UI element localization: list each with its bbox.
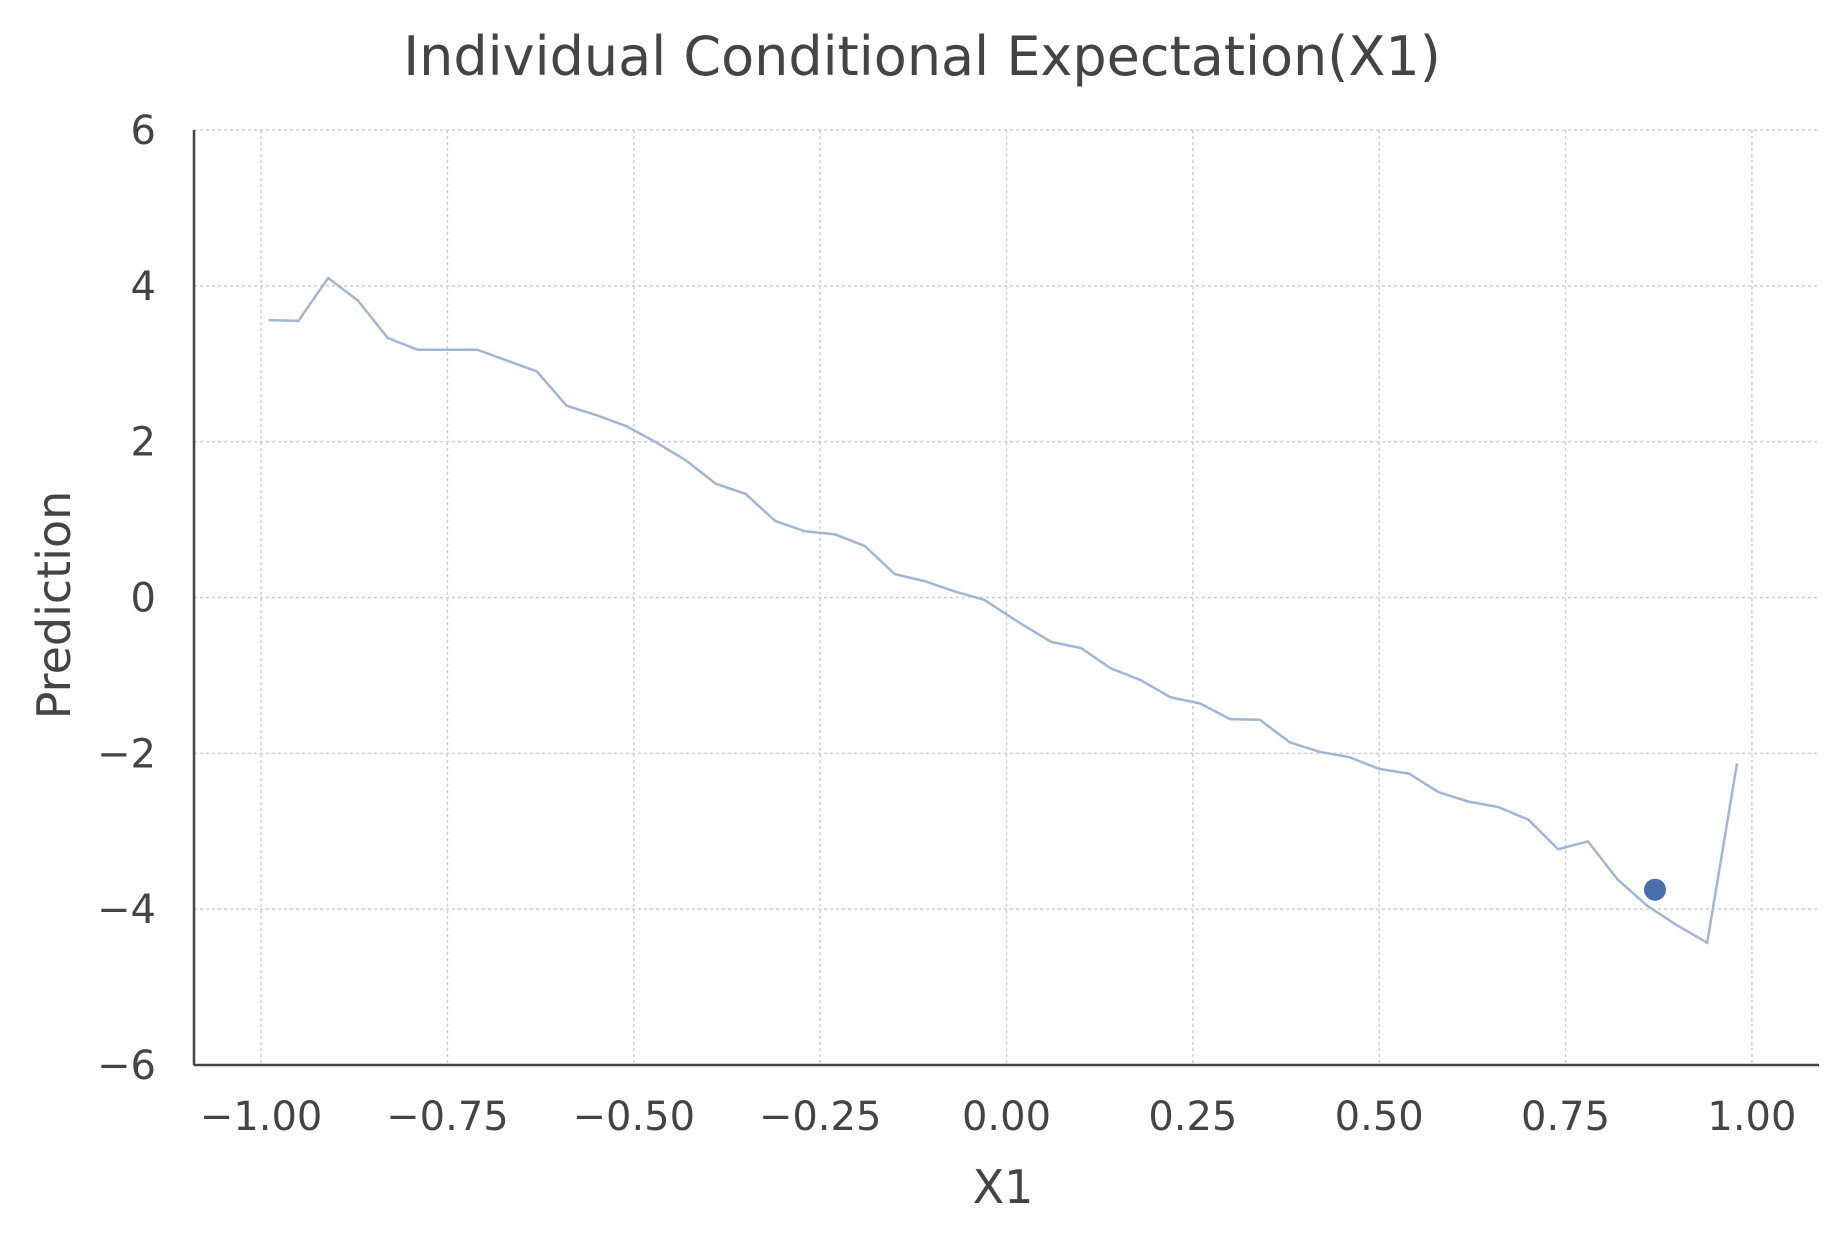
instance-point — [1644, 878, 1667, 901]
y-tick-label-3: 0 — [131, 576, 156, 622]
x-tick-label-5: 0.25 — [1148, 1094, 1237, 1140]
y-tick-labels: −6 −4 −2 0 2 4 6 — [97, 108, 156, 1089]
y-tick-label-1: −4 — [97, 887, 156, 933]
y-tick-label-6: 6 — [131, 108, 156, 154]
ice-series-line-0 — [268, 276, 1739, 945]
x-tick-label-3: −0.25 — [759, 1094, 882, 1140]
y-axis-label: Prediction — [27, 491, 81, 720]
chart-title: Individual Conditional Expectation(X1) — [403, 25, 1441, 88]
y-tick-label-4: 2 — [131, 420, 156, 466]
x-tick-label-7: 0.75 — [1521, 1094, 1610, 1140]
x-tick-label-1: −0.75 — [386, 1094, 509, 1140]
y-tick-label-0: −6 — [97, 1043, 156, 1089]
x-tick-label-4: 0.00 — [962, 1094, 1051, 1140]
y-tick-label-5: 4 — [131, 264, 156, 310]
grid-lines — [194, 129, 1819, 1066]
x-tick-label-2: −0.50 — [573, 1094, 696, 1140]
x-tick-labels: −1.00 −0.75 −0.50 −0.25 0.00 0.25 0.50 0.75 1.00 — [200, 1094, 1797, 1140]
x-tick-label-8: 1.00 — [1707, 1094, 1796, 1140]
series-layer — [268, 276, 1739, 945]
x-tick-label-6: 0.50 — [1335, 1094, 1424, 1140]
y-tick-label-2: −2 — [97, 731, 156, 777]
x-axis-label: X1 — [973, 1160, 1034, 1214]
x-tick-label-0: −1.00 — [200, 1094, 323, 1140]
